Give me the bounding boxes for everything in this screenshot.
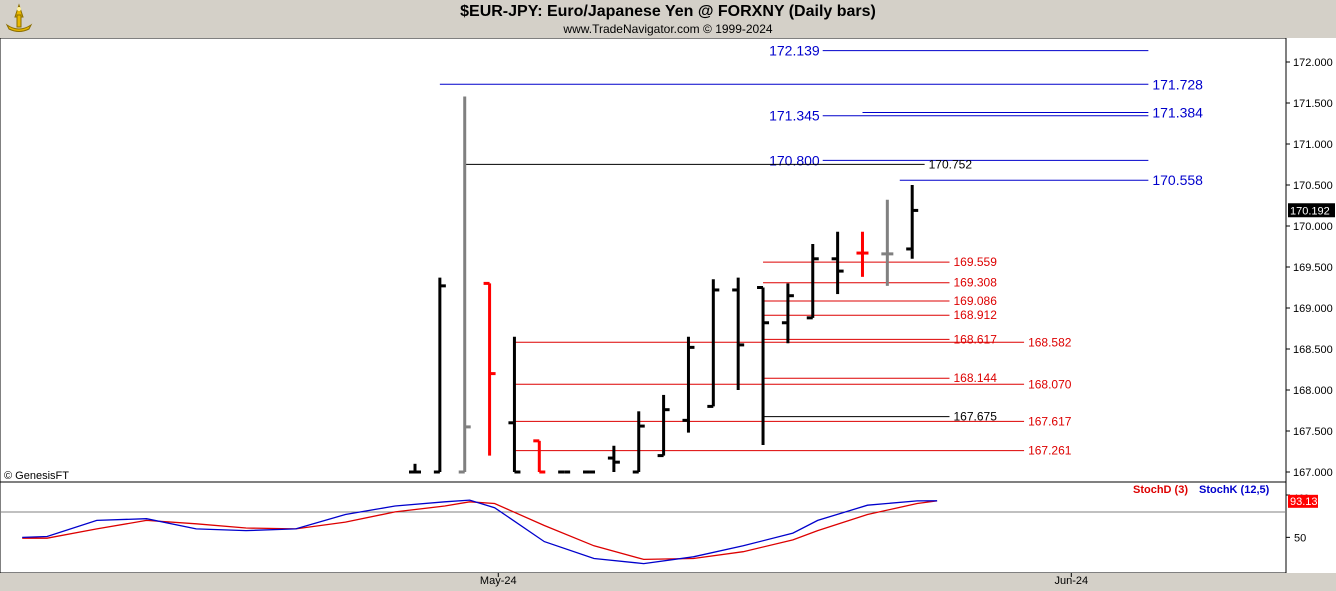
ohlc-bar <box>732 277 745 390</box>
ohlc-bar <box>458 96 471 474</box>
level-label: 171.384 <box>1152 105 1203 121</box>
level-label: 171.345 <box>769 108 820 124</box>
level-label: 167.675 <box>953 410 997 424</box>
ohlc-bar <box>831 231 844 295</box>
level-label: 172.139 <box>769 43 820 59</box>
ohlc-bar <box>607 445 620 472</box>
trade-navigator-logo-icon <box>5 3 33 32</box>
stoch-last-value-box <box>1288 494 1318 508</box>
stoch-series-line <box>22 500 938 561</box>
chart-subtitle: www.TradeNavigator.com © 1999-2024 <box>563 22 773 36</box>
ohlc-bar <box>707 279 720 408</box>
stoch-d-legend: StochD (3) <box>1133 484 1188 496</box>
level-label: 168.912 <box>953 308 997 322</box>
stoch-y-tick-label: 50 <box>1294 532 1306 544</box>
level-label: 170.800 <box>769 152 820 168</box>
last-price-label: 170.192 <box>1290 205 1330 217</box>
y-tick-label: 168.000 <box>1293 385 1333 397</box>
last-price-box <box>1288 203 1335 218</box>
price-panel <box>0 37 1287 483</box>
level-label: 169.559 <box>953 255 997 269</box>
y-axis-panel <box>1286 38 1336 573</box>
level-label: 168.070 <box>1028 377 1072 391</box>
stoch-last-value-label: 93.13 <box>1290 496 1318 508</box>
price-plot-area: 172.139 171.728 171.384 171.345 170.800 170.7… <box>409 43 1203 474</box>
stoch-panel <box>0 481 1287 574</box>
level-label: 168.144 <box>953 371 997 385</box>
level-label: 168.617 <box>953 332 997 346</box>
ohlc-bar <box>781 283 794 344</box>
x-tick-label: May-24 <box>480 575 517 587</box>
y-tick-label: 171.500 <box>1293 98 1333 110</box>
level-label: 171.728 <box>1152 76 1203 92</box>
ohlc-bar <box>433 277 446 474</box>
stoch-series-line <box>22 499 938 565</box>
x-axis-panel <box>0 573 1336 591</box>
ohlc-bar <box>483 281 496 456</box>
ohlc-bar <box>682 336 695 433</box>
stoch-k-legend: StochK (12,5) <box>1199 484 1270 496</box>
level-label: 170.752 <box>929 157 973 171</box>
y-tick-label: 167.000 <box>1293 467 1333 479</box>
y-tick-label: 169.000 <box>1293 303 1333 315</box>
y-tick-label: 170.000 <box>1293 221 1333 233</box>
watermark-text: © GenesisFT <box>4 470 69 482</box>
level-label: 167.261 <box>1028 444 1072 458</box>
ohlc-bar <box>806 244 819 320</box>
y-tick-label: 169.500 <box>1293 262 1333 274</box>
ohlc-bar <box>906 185 919 259</box>
ohlc-bar <box>533 439 546 474</box>
ohlc-bar <box>632 411 645 474</box>
ohlc-bar <box>757 286 770 445</box>
level-label: 170.558 <box>1152 172 1203 188</box>
y-tick-label: 167.500 <box>1293 426 1333 438</box>
level-label: 168.582 <box>1028 335 1072 349</box>
level-label: 169.308 <box>953 276 997 290</box>
ohlc-bar <box>657 394 670 458</box>
ohlc-bar <box>409 463 421 474</box>
ohlc-bar <box>856 231 869 277</box>
stoch-plot-area <box>22 499 938 565</box>
level-label: 169.086 <box>953 294 997 308</box>
ohlc-bar <box>508 336 521 474</box>
x-tick-label: Jun-24 <box>1054 575 1088 587</box>
y-tick-label: 168.500 <box>1293 344 1333 356</box>
chart-title: $EUR-JPY: Euro/Japanese Yen @ FORXNY (Da… <box>460 3 876 20</box>
y-tick-label: 171.000 <box>1293 139 1333 151</box>
y-tick-label: 170.500 <box>1293 180 1333 192</box>
title-bar: $EUR-JPY: Euro/Japanese Yen @ FORXNY (Da… <box>0 0 1336 38</box>
y-tick-label: 172.000 <box>1293 57 1333 69</box>
level-label: 167.617 <box>1028 414 1072 428</box>
ohlc-bar <box>881 199 894 286</box>
